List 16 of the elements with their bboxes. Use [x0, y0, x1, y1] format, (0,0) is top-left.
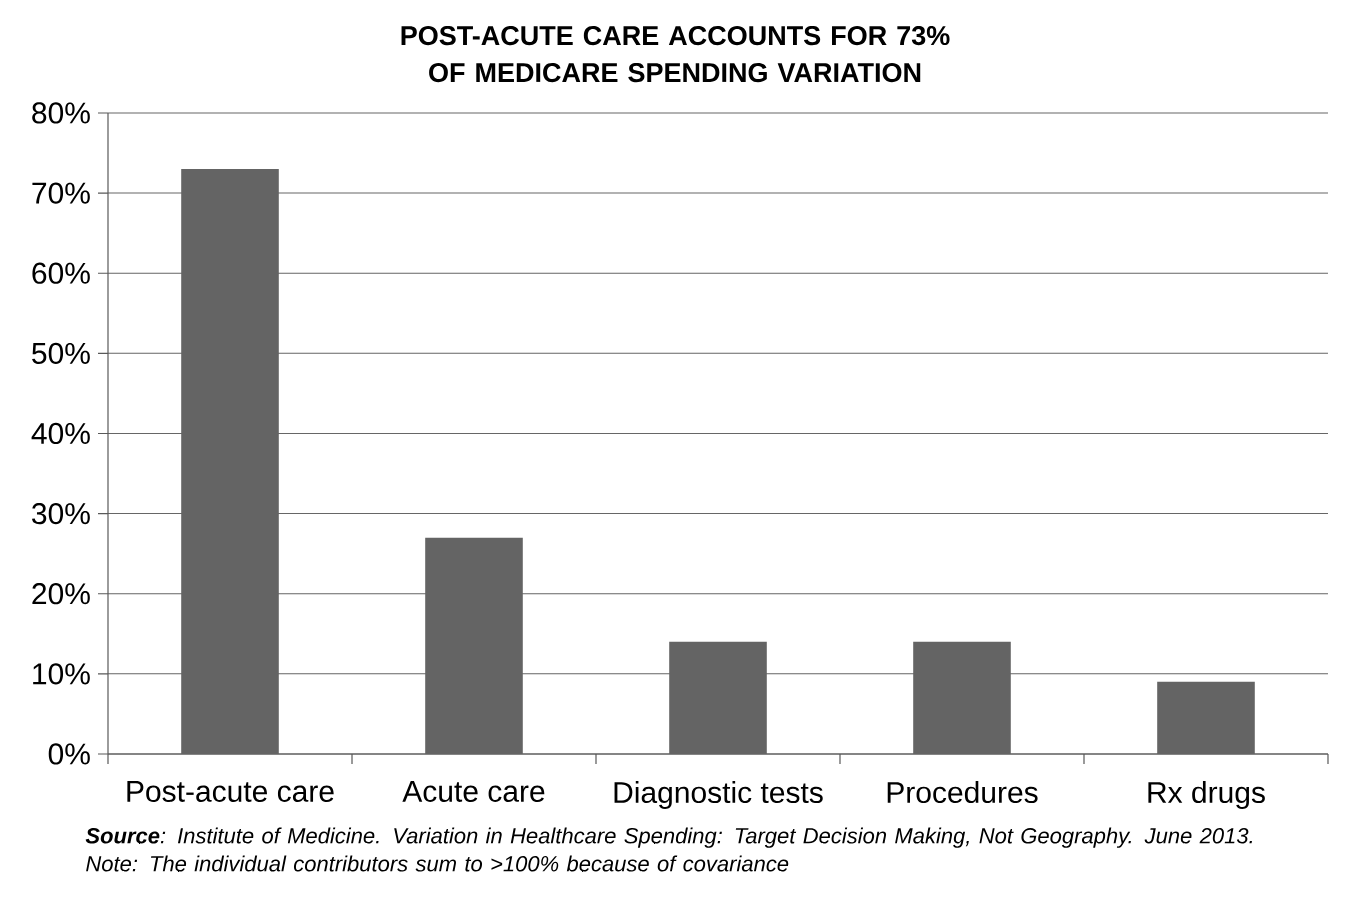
x-tick-label: Rx drugs — [1148, 781, 1265, 809]
text: Source: Institute of Medicine. Variation in Healthcare Spending: Target Decision Making, Not Geography. June 2013. Note: The individual contributors sum to >100% because of covariance — [85, 827, 1252, 872]
y-tick-label: 80% — [32, 102, 90, 124]
y-tick-label: 10% — [33, 663, 90, 685]
x-tick-label: Diagnostic tests — [614, 781, 823, 809]
x-tick-label: Procedures — [887, 781, 1038, 804]
y-tick-label: 40% — [31, 422, 90, 445]
y-tick-label: 30% — [32, 502, 90, 525]
x-tick-label: Post-acute care — [127, 781, 334, 802]
y-tick-label: 50% — [32, 342, 90, 364]
y-tick-label: 20% — [32, 583, 90, 605]
y-tick-label: 60% — [32, 262, 90, 284]
y-tick-label: 70% — [32, 182, 90, 204]
chart-title: POST-ACUTE CARE ACCOUNTS FOR 73% OF MEDICARE SPENDING VARIATION — [401, 26, 950, 83]
x-tick-label: Acute care — [402, 781, 545, 802]
y-tick-label: 0% — [48, 743, 90, 765]
